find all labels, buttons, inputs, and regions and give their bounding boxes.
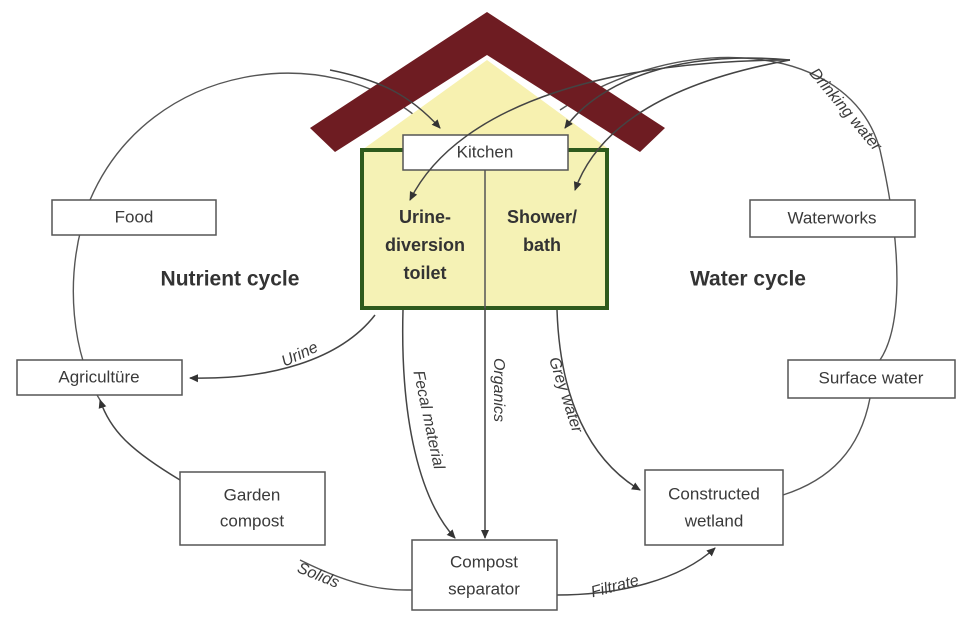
drinking-water-label: Drinking water [806,65,885,155]
compost-separator-box [412,540,557,610]
organics-label: Organics [490,358,507,422]
kitchen-label: Kitchen [457,142,514,161]
compost-separator-label: separator [448,579,520,598]
diagram: Kitchen Urine- diversion toilet Shower/ … [0,0,975,628]
nutrient-cycle-title: Nutrient cycle [161,268,300,291]
shower-label: bath [523,235,561,255]
toilet-label: diversion [385,235,465,255]
fecal-material-label: Fecal material [409,369,447,471]
garden-compost-label: Garden [224,485,281,504]
shower-label: Shower/ [507,207,577,227]
waterworks-label: Waterworks [787,208,876,227]
grey-water-label: Grey water [545,355,586,435]
solids-label: Solids [295,560,342,592]
urine-label: Urine [279,339,321,371]
garden-compost-label: compost [220,511,285,530]
wetland-label: wetland [684,511,744,530]
garden-compost-box [180,472,325,545]
nutrient-cycle-arc [100,400,180,480]
agriculture-label: Agricultüre [58,367,139,386]
food-label: Food [115,207,154,226]
compost-separator-label: Compost [450,552,518,571]
water-cycle-title: Water cycle [690,268,806,291]
urine-arrow [190,315,375,378]
filtrate-label: Filtrate [589,572,641,601]
wetland-label: Constructed [668,484,760,503]
water-cycle-arc [783,398,870,495]
toilet-label: toilet [404,263,447,283]
wetland-box [645,470,783,545]
toilet-label: Urine- [399,207,451,227]
surface-water-label: Surface water [819,368,924,387]
